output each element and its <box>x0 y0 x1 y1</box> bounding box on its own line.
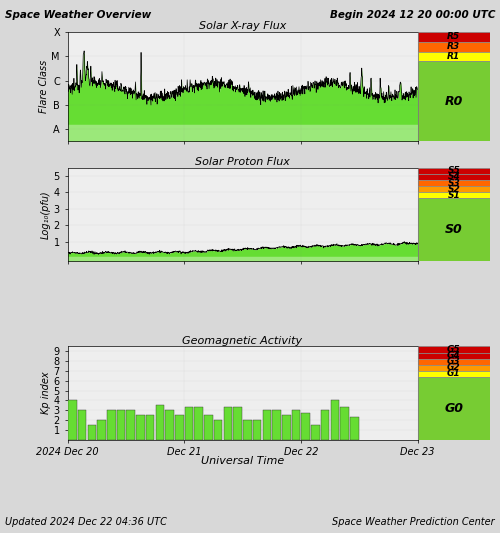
Text: S2: S2 <box>448 184 460 193</box>
Bar <box>418 365 490 371</box>
Bar <box>418 192 490 198</box>
Title: Geomagnetic Activity: Geomagnetic Activity <box>182 336 302 346</box>
Title: Solar X-ray Flux: Solar X-ray Flux <box>199 21 286 31</box>
Text: G5: G5 <box>447 345 460 354</box>
Text: G4: G4 <box>447 351 460 360</box>
Bar <box>243 420 252 440</box>
Y-axis label: Log₁₀(pfu): Log₁₀(pfu) <box>41 190 51 239</box>
Bar <box>204 415 212 440</box>
Title: Solar Proton Flux: Solar Proton Flux <box>195 157 290 167</box>
Bar <box>88 425 96 440</box>
Bar <box>78 410 86 440</box>
Bar <box>418 377 490 440</box>
Text: R3: R3 <box>447 42 460 51</box>
Bar <box>253 420 262 440</box>
Bar <box>418 346 490 352</box>
Bar <box>224 407 232 440</box>
Text: S1: S1 <box>448 191 460 200</box>
Y-axis label: Kp index: Kp index <box>41 372 51 414</box>
Bar <box>418 61 490 141</box>
Bar <box>68 400 76 440</box>
Text: Universal Time: Universal Time <box>201 456 284 466</box>
Bar <box>418 359 490 365</box>
Bar <box>194 407 203 440</box>
Bar <box>116 410 125 440</box>
Bar <box>340 407 349 440</box>
Text: R0: R0 <box>444 95 463 108</box>
Bar <box>418 198 490 261</box>
Bar <box>418 180 490 186</box>
Text: Space Weather Prediction Center: Space Weather Prediction Center <box>332 516 495 527</box>
Bar <box>418 32 490 42</box>
Bar <box>282 415 290 440</box>
Bar <box>418 186 490 192</box>
Bar <box>418 168 490 174</box>
Bar <box>350 417 358 440</box>
Bar <box>175 415 184 440</box>
Text: G3: G3 <box>447 357 460 366</box>
Bar <box>156 406 164 440</box>
Bar <box>185 407 194 440</box>
Bar <box>107 410 116 440</box>
Text: R5: R5 <box>447 33 460 42</box>
Text: G1: G1 <box>447 369 460 378</box>
Text: S4: S4 <box>448 173 460 182</box>
Text: Space Weather Overview: Space Weather Overview <box>5 10 151 20</box>
Text: Begin 2024 12 20 00:00 UTC: Begin 2024 12 20 00:00 UTC <box>330 10 495 20</box>
Bar <box>321 410 330 440</box>
Bar <box>292 410 300 440</box>
Bar <box>234 407 242 440</box>
Bar <box>97 420 106 440</box>
Bar <box>302 413 310 440</box>
Bar <box>262 410 271 440</box>
Bar <box>214 420 222 440</box>
Text: S3: S3 <box>448 179 460 188</box>
Text: G2: G2 <box>447 363 460 372</box>
Bar <box>418 352 490 359</box>
Text: G0: G0 <box>444 402 463 415</box>
Bar <box>272 410 281 440</box>
Bar <box>146 415 154 440</box>
Text: S0: S0 <box>445 223 462 236</box>
Text: Updated 2024 Dec 22 04:36 UTC: Updated 2024 Dec 22 04:36 UTC <box>5 516 167 527</box>
Bar <box>330 400 339 440</box>
Bar <box>418 371 490 377</box>
Bar <box>418 52 490 61</box>
Y-axis label: Flare Class: Flare Class <box>38 60 48 113</box>
Bar <box>311 425 320 440</box>
Bar <box>126 410 135 440</box>
Text: R1: R1 <box>447 52 460 61</box>
Bar <box>166 410 174 440</box>
Text: S5: S5 <box>448 166 460 175</box>
Bar <box>418 174 490 180</box>
Bar <box>418 42 490 52</box>
Bar <box>136 415 144 440</box>
